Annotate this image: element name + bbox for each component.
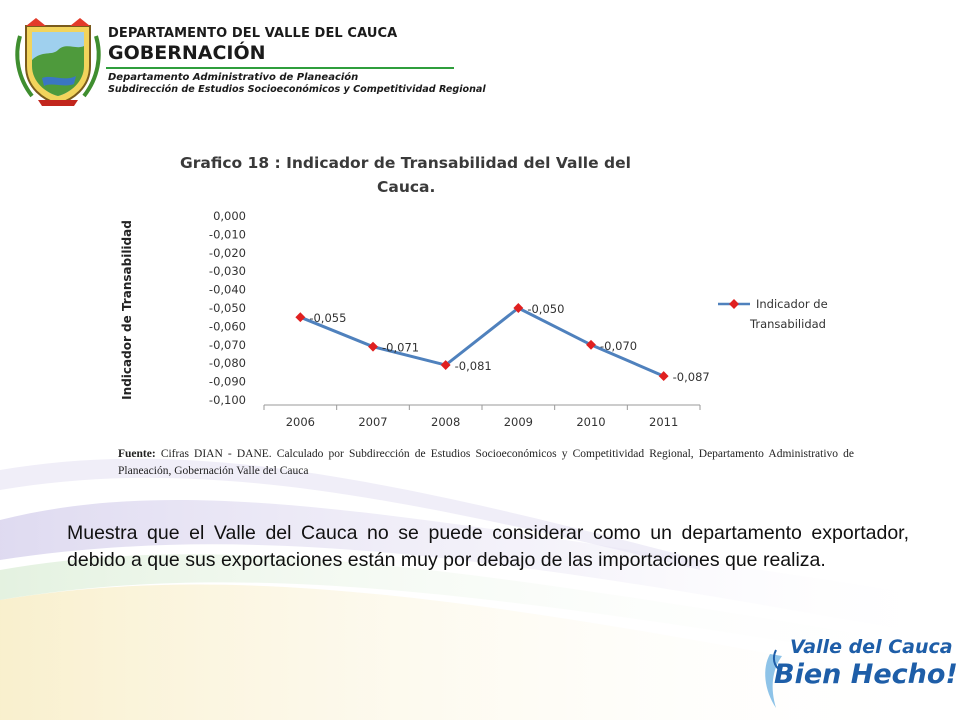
department-crest-logo [15, 18, 101, 106]
x-tick-label: 2009 [504, 415, 533, 429]
x-axis: 2006 2007 2008 2009 2010 2011 [263, 404, 701, 429]
header-divider [106, 67, 454, 69]
header-department-title: DEPARTAMENTO DEL VALLE DEL CAUCA [108, 26, 398, 41]
y-tick-label: -0,030 [209, 264, 246, 278]
series-line [299, 306, 665, 378]
swoosh-icon [765, 649, 782, 708]
x-tick-label: 2007 [358, 415, 387, 429]
y-tick-label: -0,100 [209, 393, 246, 407]
y-axis-label: Indicador de Transabilidad [120, 220, 134, 400]
legend-label-line1: Indicador de [756, 297, 828, 311]
y-tick-label: -0,020 [209, 246, 246, 260]
data-point [658, 371, 669, 382]
legend: Indicador de Transabilidad [718, 297, 828, 331]
chart-title-line1: Grafico 18 : Indicador de Transabilidad … [180, 154, 631, 172]
chart-title-line2: Cauca. [377, 178, 435, 196]
data-label: -0,050 [527, 302, 564, 316]
y-tick-label: -0,080 [209, 356, 246, 370]
chart-figure: Grafico 18 : Indicador de Transabilidad … [90, 134, 874, 434]
x-tick-label: 2011 [649, 415, 678, 429]
y-tick-label: -0,060 [209, 319, 246, 333]
data-label: -0,071 [382, 341, 419, 355]
x-tick-label: 2010 [576, 415, 605, 429]
data-label: -0,087 [673, 370, 710, 384]
header-subdirectorate: Subdirección de Estudios Socioeconómicos… [108, 84, 486, 95]
slogan-line2: Bien Hecho! [774, 659, 958, 690]
data-label: -0,055 [309, 311, 346, 325]
y-tick-label: 0,000 [213, 209, 246, 223]
slogan-logo: Valle del Cauca Bien Hecho! [760, 632, 958, 712]
header-gobernacion: GOBERNACIÓN [108, 42, 266, 64]
line-chart: Grafico 18 : Indicador de Transabilidad … [120, 154, 828, 429]
x-tick-label: 2006 [286, 415, 315, 429]
body-paragraph: Muestra que el Valle del Cauca no se pue… [67, 522, 909, 571]
header-office: Departamento Administrativo de Planeació… [108, 72, 359, 83]
data-point [295, 312, 306, 323]
slogan-line1: Valle del Cauca [790, 636, 953, 658]
source-label: Fuente: [118, 448, 156, 460]
y-tick-label: -0,090 [209, 375, 246, 389]
data-point [368, 341, 378, 352]
series-indicador: -0,055 -0,071 -0,081 -0,050 -0,070 -0,087 [295, 302, 710, 384]
data-label: -0,081 [455, 359, 492, 373]
data-point [586, 339, 596, 350]
data-point [440, 360, 451, 370]
y-axis: 0,000 -0,010 -0,020 -0,030 -0,040 -0,050 -0,06… [209, 209, 246, 407]
data-label: -0,070 [600, 339, 637, 353]
legend-marker [729, 299, 739, 309]
y-tick-label: -0,050 [209, 301, 246, 315]
y-tick-label: -0,070 [209, 338, 246, 352]
y-tick-label: -0,040 [209, 283, 246, 297]
legend-label-line2: Transabilidad [749, 317, 826, 331]
source-note: Fuente: Cifras DIAN - DANE. Calculado po… [118, 446, 854, 480]
source-text: Cifras DIAN - DANE. Calculado por Subdir… [118, 448, 855, 477]
y-tick-label: -0,010 [209, 227, 246, 241]
x-tick-label: 2008 [431, 415, 460, 429]
